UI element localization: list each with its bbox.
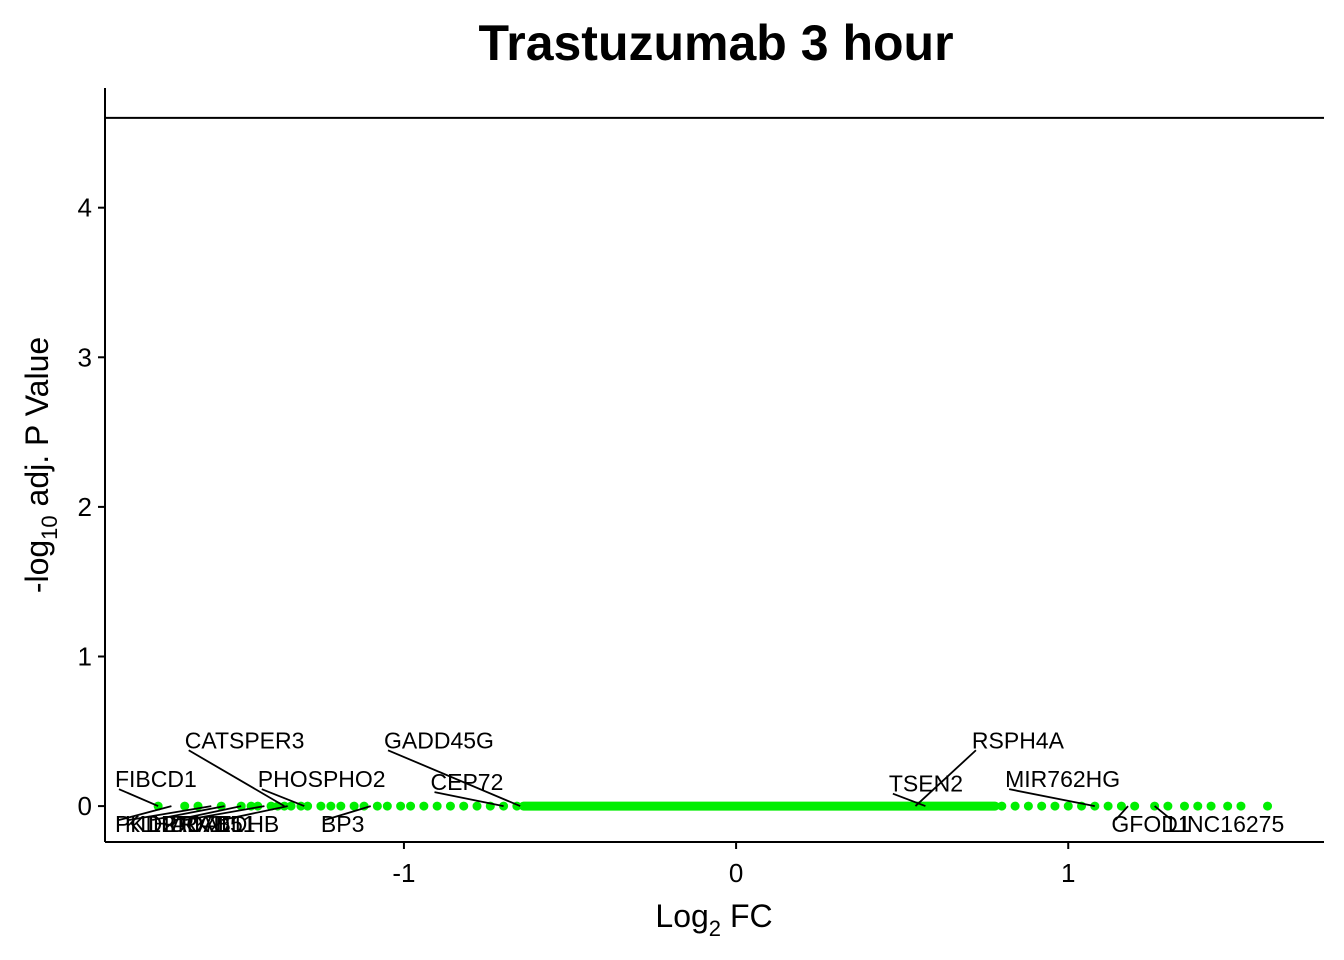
label-leader-line [221, 805, 288, 821]
gene-label: GFOD1 [1111, 811, 1190, 837]
data-point [336, 801, 346, 811]
y-axis-title: -log10 adj. P Value [19, 337, 62, 593]
data-point [286, 801, 296, 811]
x-axis-title: Log2 FC [655, 898, 772, 941]
gene-label: LINC16275 [1168, 811, 1284, 837]
label-leader-line [188, 749, 285, 807]
data-point [349, 801, 359, 811]
data-point [1010, 801, 1020, 811]
gene-label: RSPH4A [972, 727, 1065, 753]
y-axis-ticks: 0 1 2 3 4 [78, 193, 105, 821]
data-point [1163, 801, 1173, 811]
data-point [1023, 801, 1033, 811]
data-point [180, 801, 190, 811]
data-point [1263, 801, 1273, 811]
label-leader-line [434, 791, 504, 807]
x-axis-ticks: -1 0 1 [392, 842, 1075, 888]
x-tick-label: -1 [392, 858, 415, 888]
data-point [419, 801, 429, 811]
data-point [1037, 801, 1047, 811]
gene-label: TSEN2 [889, 771, 963, 797]
data-point [406, 801, 416, 811]
data-point [472, 801, 482, 811]
data-point [1193, 801, 1203, 811]
gene-label: BP3 [321, 811, 364, 837]
data-point [445, 801, 455, 811]
label-leader-line [118, 805, 172, 821]
label-leader-line [914, 749, 977, 807]
y-tick-label: 0 [78, 791, 92, 821]
y-tick-label: 2 [78, 492, 92, 522]
data-point [1103, 801, 1113, 811]
label-leader-line [261, 788, 305, 807]
chart-title: Trastuzumab 3 hour [478, 15, 953, 71]
gene-label: CATSPER3 [185, 727, 305, 753]
label-leader-line [118, 788, 159, 807]
data-point [1130, 801, 1140, 811]
gene-label: FIBCD1 [115, 766, 197, 792]
data-point [432, 801, 442, 811]
data-point [1050, 801, 1060, 811]
data-point [1223, 801, 1233, 811]
y-tick-label: 3 [78, 342, 92, 372]
data-point [326, 801, 336, 811]
gene-label: LDHB [218, 811, 279, 837]
label-leader-line [175, 805, 242, 821]
y-tick-label: 4 [78, 193, 92, 223]
label-leader-line [152, 805, 225, 821]
data-point [1063, 801, 1073, 811]
gene-label: MIR762HG [1005, 766, 1120, 792]
label-leader-line [324, 805, 371, 821]
data-point [382, 801, 392, 811]
label-leader-line [185, 805, 265, 821]
data-point [459, 801, 469, 811]
label-leader-line [892, 792, 926, 807]
data-point [997, 801, 1007, 811]
label-leader-line [1008, 788, 1095, 807]
label-leader-line [1114, 805, 1129, 821]
gene-label: CEP72 [431, 769, 504, 795]
gene-label: PHOSPHO2 [258, 766, 386, 792]
label-leader-line [128, 805, 212, 821]
data-point [1179, 801, 1189, 811]
data-point [1116, 801, 1126, 811]
y-tick-label: 1 [78, 641, 92, 671]
gene-label: PKD2 [115, 811, 175, 837]
data-point [1236, 801, 1246, 811]
x-tick-label: 0 [729, 858, 743, 888]
label-leader-line [387, 749, 521, 807]
data-point [316, 801, 326, 811]
x-tick-label: 1 [1061, 858, 1075, 888]
data-point [372, 801, 382, 811]
plot-area: FIBCD1PKD2KLHDC7BLRRK2ADAT1CATSPER3RAD51… [105, 116, 1324, 837]
data-point [396, 801, 406, 811]
gene-label: GADD45G [384, 727, 494, 753]
data-point [303, 801, 313, 811]
data-point [1206, 801, 1216, 811]
label-leader-line [1154, 805, 1173, 821]
